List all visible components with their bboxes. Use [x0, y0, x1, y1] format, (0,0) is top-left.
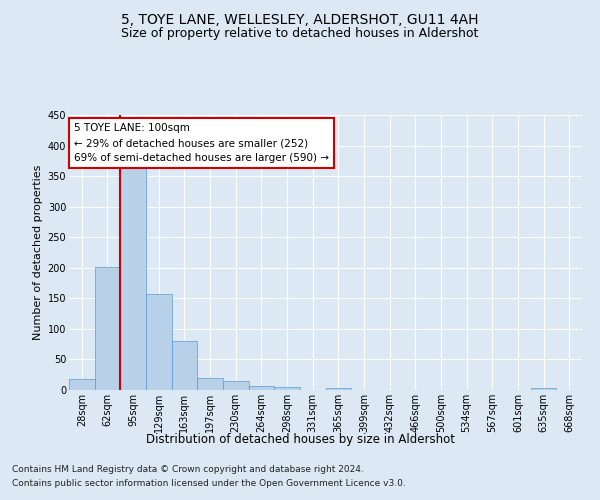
Text: Distribution of detached houses by size in Aldershot: Distribution of detached houses by size … [146, 432, 455, 446]
Bar [172, 341, 197, 390]
Bar [95, 266, 121, 390]
Bar [121, 164, 146, 390]
Text: 5, TOYE LANE, WELLESLEY, ALDERSHOT, GU11 4AH: 5, TOYE LANE, WELLESLEY, ALDERSHOT, GU11… [121, 12, 479, 26]
Bar [69, 379, 95, 390]
Text: 5 TOYE LANE: 100sqm
← 29% of detached houses are smaller (252)
69% of semi-detac: 5 TOYE LANE: 100sqm ← 29% of detached ho… [74, 123, 329, 163]
Text: Contains public sector information licensed under the Open Government Licence v3: Contains public sector information licen… [12, 479, 406, 488]
Bar [531, 388, 556, 390]
Bar [325, 388, 351, 390]
Bar [223, 381, 248, 390]
Text: Contains HM Land Registry data © Crown copyright and database right 2024.: Contains HM Land Registry data © Crown c… [12, 465, 364, 474]
Text: Size of property relative to detached houses in Aldershot: Size of property relative to detached ho… [121, 28, 479, 40]
Y-axis label: Number of detached properties: Number of detached properties [34, 165, 43, 340]
Bar [197, 378, 223, 390]
Bar [146, 294, 172, 390]
Bar [274, 387, 300, 390]
Bar [248, 386, 274, 390]
